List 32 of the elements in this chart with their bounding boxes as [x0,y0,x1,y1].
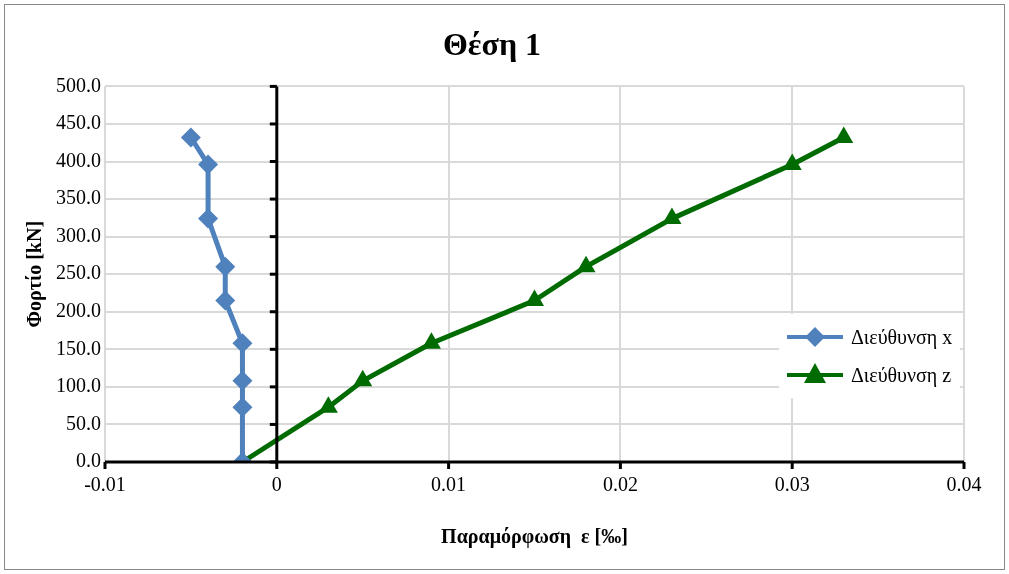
y-tick-label: 350.0 [56,186,101,209]
y-tick-label: 500.0 [56,73,101,96]
x-tick-label: 0 [271,473,282,496]
y-tick-label: 400.0 [56,148,101,171]
point [215,256,236,277]
y-tick-label: 50.0 [66,411,101,434]
y-tick-label: 200.0 [56,299,101,322]
point [576,255,596,273]
legend-label: Διεύθυνση x [851,325,953,349]
point [180,127,201,148]
legend-label: Διεύθυνση z [851,363,952,387]
x-axis-title: Παραμόρφωση ε [‰] [441,525,628,549]
point [421,332,441,349]
y-tick-label: 300.0 [56,223,101,246]
point [198,154,219,175]
y-tick-label: 150.0 [56,336,101,359]
x-tick-label: 0.01 [431,473,467,496]
point [353,369,373,387]
point [662,207,682,225]
y-tick-label: 100.0 [56,374,101,397]
x-tick-label: 0.04 [946,473,982,496]
y-tick-label: 250.0 [56,261,101,284]
x-tick-label: 0.03 [774,473,810,496]
x-tick-label: -0.01 [84,473,126,496]
point [318,396,338,413]
point [198,208,219,229]
y-axis-title: Φορτίο [kN] [23,220,47,328]
point [215,290,236,311]
y-tick-label: 450.0 [56,111,101,134]
x-tick-label: 0.02 [602,473,638,496]
chart-title: Θέση 1 [442,26,542,63]
y-tick-label: 0.0 [76,449,101,472]
